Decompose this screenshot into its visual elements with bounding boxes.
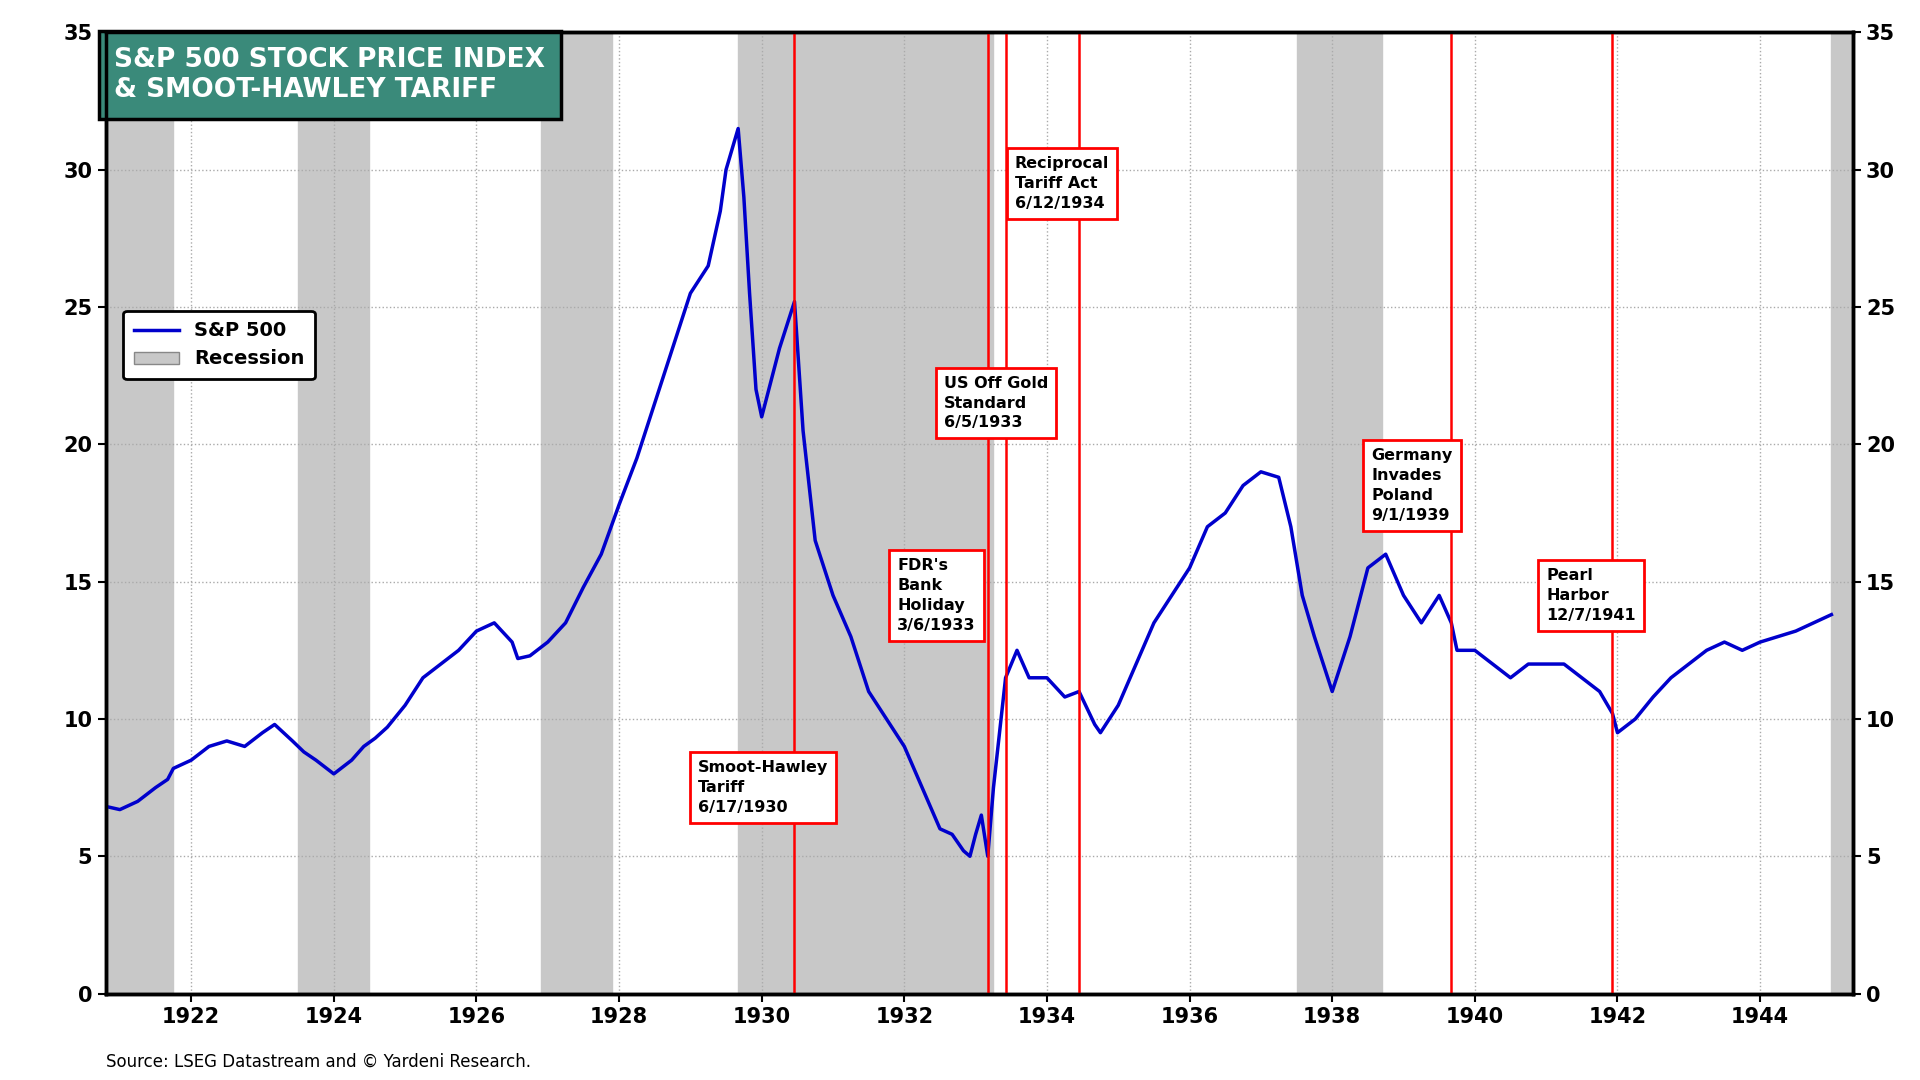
Legend: S&P 500, Recession: S&P 500, Recession <box>123 311 315 379</box>
Text: Germany
Invades
Poland
9/1/1939: Germany Invades Poland 9/1/1939 <box>1371 448 1453 523</box>
Bar <box>84 32 173 994</box>
Bar <box>737 32 993 994</box>
Text: S&P 500 STOCK PRICE INDEX
& SMOOT-HAWLEY TARIFF: S&P 500 STOCK PRICE INDEX & SMOOT-HAWLEY… <box>115 46 545 103</box>
Text: US Off Gold
Standard
6/5/1933: US Off Gold Standard 6/5/1933 <box>943 376 1048 431</box>
Bar <box>298 32 369 994</box>
Text: FDR's
Bank
Holiday
3/6/1933: FDR's Bank Holiday 3/6/1933 <box>897 558 975 633</box>
Bar <box>541 32 612 994</box>
Text: Pearl
Harbor
12/7/1941: Pearl Harbor 12/7/1941 <box>1546 568 1636 623</box>
Text: Reciprocal
Tariff Act
6/12/1934: Reciprocal Tariff Act 6/12/1934 <box>1016 157 1110 211</box>
Bar <box>1832 32 1889 994</box>
Bar <box>1296 32 1382 994</box>
Text: Source: LSEG Datastream and © Yardeni Research.: Source: LSEG Datastream and © Yardeni Re… <box>106 1053 530 1071</box>
Text: Smoot-Hawley
Tariff
6/17/1930: Smoot-Hawley Tariff 6/17/1930 <box>697 760 828 815</box>
